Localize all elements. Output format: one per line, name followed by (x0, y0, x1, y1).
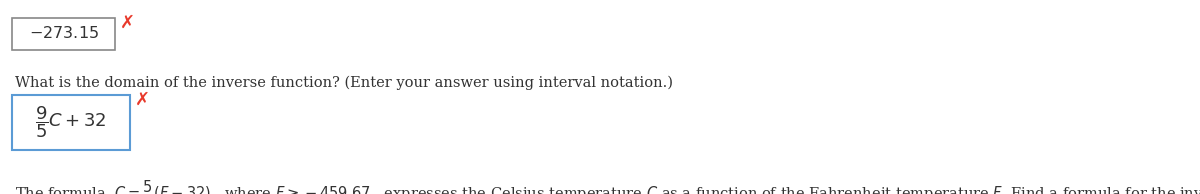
Text: $\dfrac{9}{5}C + 32$: $\dfrac{9}{5}C + 32$ (35, 105, 107, 140)
FancyBboxPatch shape (12, 18, 115, 50)
Text: The formula  $C = \dfrac{5}{9}(F - 32)$,  where $F \geq -459.67$,  expresses the: The formula $C = \dfrac{5}{9}(F - 32)$, … (14, 178, 1200, 194)
Text: ✗: ✗ (134, 91, 150, 109)
Text: What is the domain of the inverse function? (Enter your answer using interval no: What is the domain of the inverse functi… (14, 76, 673, 90)
Text: $-273.15$: $-273.15$ (29, 25, 98, 42)
FancyBboxPatch shape (12, 95, 130, 150)
Text: ✗: ✗ (120, 14, 136, 32)
